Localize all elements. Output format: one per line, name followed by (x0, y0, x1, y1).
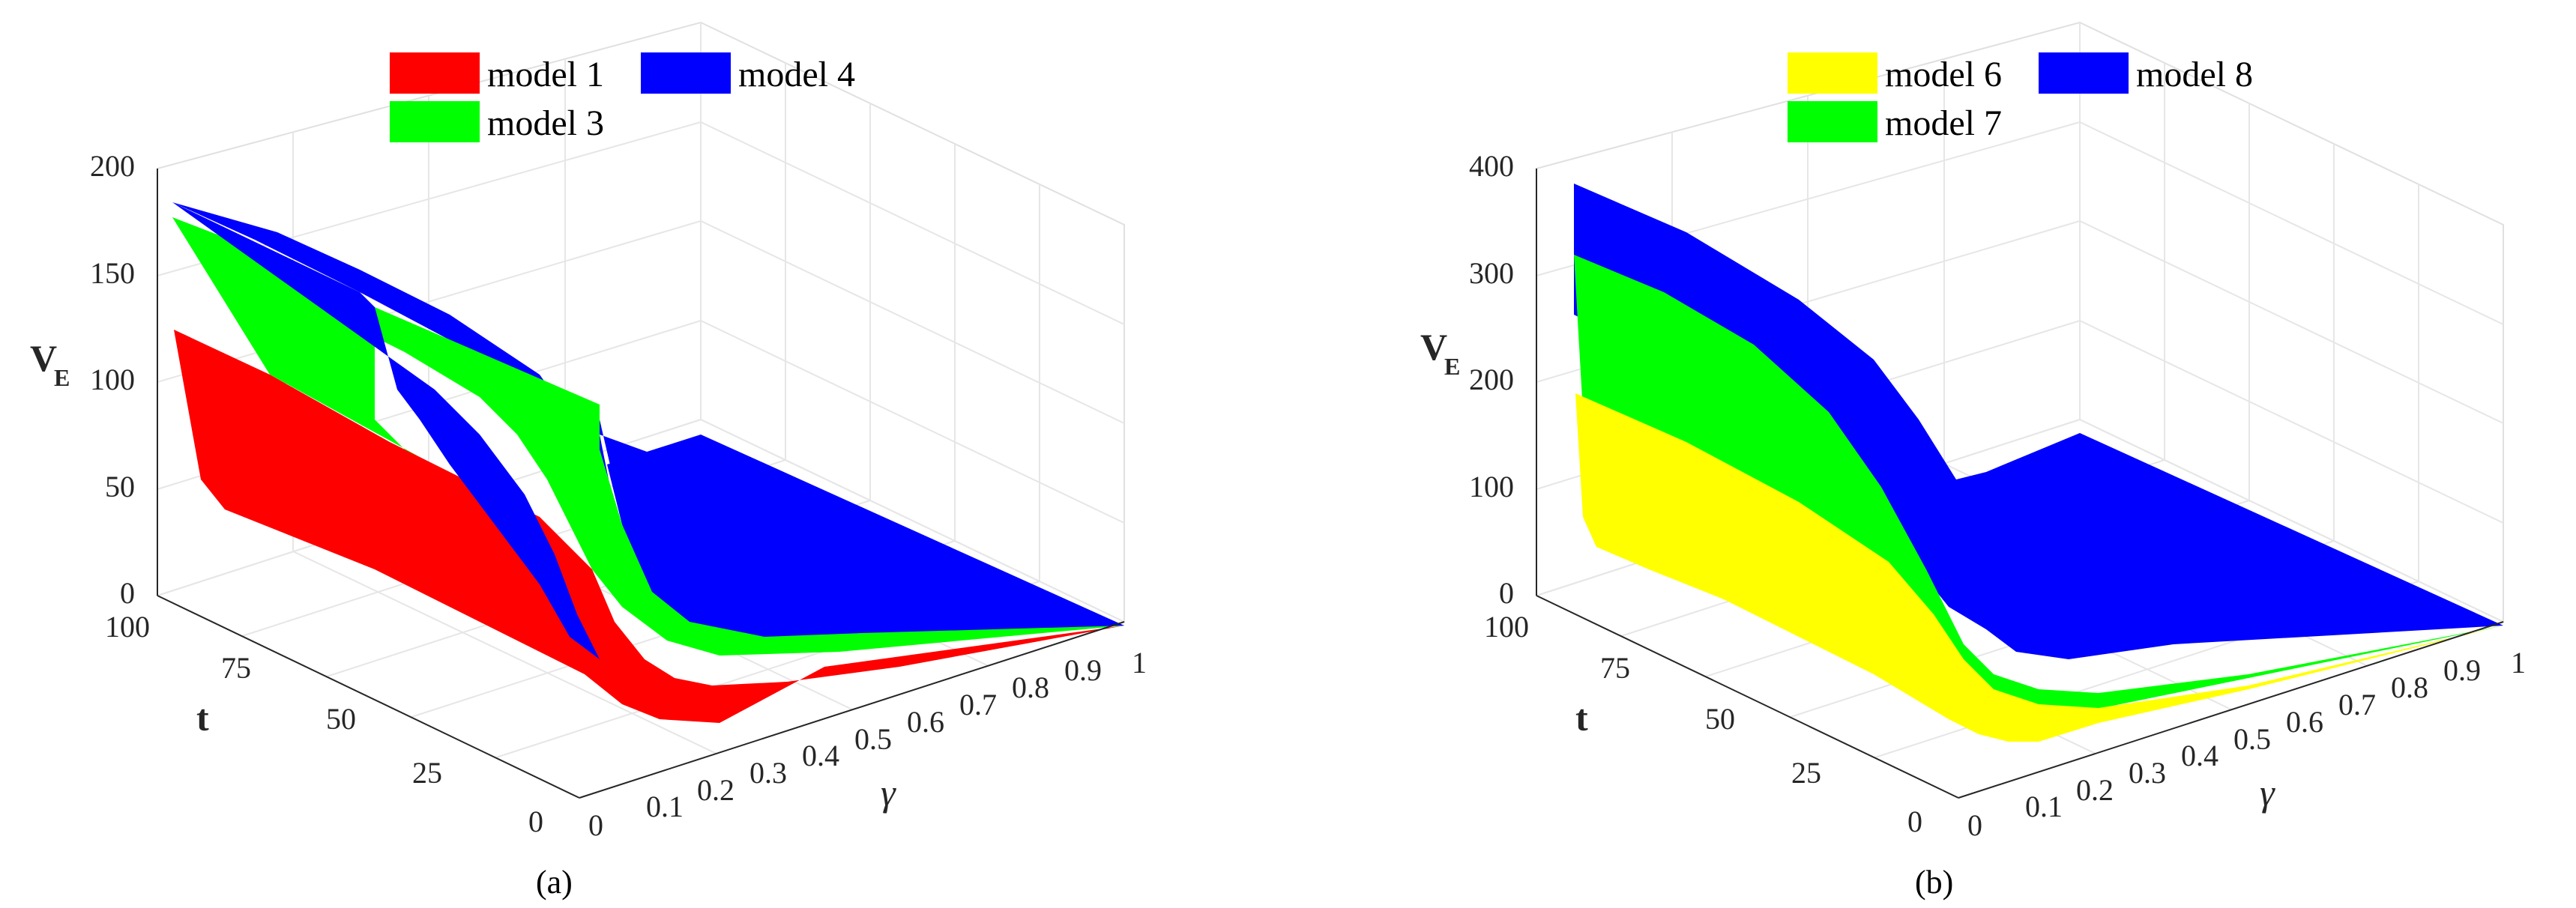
g-tick-label: 0.8 (2391, 671, 2428, 704)
legend-label: model 7 (1885, 103, 2002, 143)
g-tick-label: 0.3 (2129, 756, 2166, 790)
z-tick-label: 100 (90, 363, 135, 396)
legend-swatch (390, 52, 480, 94)
panel-a-t-ticks: 100 75 50 25 0 (105, 610, 543, 838)
g-tick-label: 0.4 (802, 739, 839, 772)
g-tick-label: 0 (1967, 808, 1982, 842)
t-tick-label: 75 (1600, 651, 1630, 685)
surface-model-3-back (172, 217, 420, 457)
z-axis-label-sub: E (1444, 353, 1460, 380)
legend-a: model 1 model 4 model 3 (390, 52, 855, 143)
surface-model-6 (1575, 393, 2503, 742)
g-tick-label: 0.9 (1064, 653, 1102, 687)
t-tick-label: 50 (326, 702, 356, 736)
g-tick-label: 0.5 (2233, 722, 2271, 756)
surface-model-8 (1574, 184, 2503, 659)
surface-model-4 (172, 202, 1124, 644)
legend-swatch (1788, 52, 1877, 94)
surface-model-3 (172, 217, 1124, 656)
z-tick-label: 200 (1469, 363, 1514, 396)
legend-swatch (390, 101, 480, 142)
t-tick-label: 75 (221, 651, 251, 685)
t-axis-label: t (1575, 697, 1588, 739)
panel-a-g-ticks: 0 0.1 0.2 0.3 0.4 0.5 0.6 0.7 0.8 0.9 1 (588, 646, 1147, 842)
t-tick-label: 0 (1907, 805, 1922, 838)
g-tick-label: 0.5 (854, 722, 892, 756)
z-tick-label: 300 (1469, 256, 1514, 290)
g-tick-label: 1 (1132, 646, 1147, 680)
legend-label: model 4 (738, 55, 855, 94)
panel-b-surfaces (1574, 184, 2503, 742)
panel-b: 0 100 200 300 400 100 75 50 25 0 0 0.1 0… (1420, 21, 2526, 901)
panel-b-axes (1536, 169, 2504, 799)
z-tick-label: 150 (90, 256, 135, 290)
z-axis-label: V (1420, 326, 1447, 368)
z-tick-label: 0 (1499, 576, 1514, 610)
panel-a-axes (157, 169, 1125, 799)
g-tick-label: 0.8 (1012, 671, 1049, 704)
t-tick-label: 25 (1791, 756, 1821, 790)
z-tick-label: 400 (1469, 149, 1514, 183)
caption-b: (b) (1915, 864, 1953, 901)
caption-a: (a) (536, 864, 573, 901)
z-axis-label: V (30, 337, 57, 379)
t-tick-label: 100 (1484, 610, 1529, 644)
t-tick-label: 25 (412, 756, 442, 790)
g-tick-label: 0.7 (959, 688, 997, 721)
g-tick-label: 0.4 (2181, 739, 2218, 772)
g-tick-label: 0.9 (2443, 653, 2481, 687)
legend-swatch (641, 52, 731, 94)
g-tick-label: 1 (2511, 646, 2526, 680)
g-tick-label: 0.6 (2286, 705, 2323, 739)
legend-label: model 8 (2136, 55, 2253, 94)
g-tick-label: 0.3 (749, 756, 787, 790)
g-tick-label: 0 (588, 808, 603, 842)
gamma-axis-label: γ (881, 772, 896, 814)
legend-label: model 1 (487, 55, 604, 94)
legend-swatch (1788, 101, 1877, 142)
panel-b-g-ticks: 0 0.1 0.2 0.3 0.4 0.5 0.6 0.7 0.8 0.9 1 (1967, 646, 2526, 842)
t-tick-label: 0 (528, 805, 543, 838)
z-tick-label: 50 (105, 470, 135, 503)
panel-a-z-ticks: 0 50 100 150 200 (90, 149, 135, 610)
z-tick-label: 200 (90, 149, 135, 183)
g-tick-label: 0.6 (907, 705, 944, 739)
g-tick-label: 0.1 (2025, 790, 2063, 823)
surface-model-4-flat (607, 435, 1124, 648)
legend-label: model 3 (487, 103, 604, 143)
panel-b-z-ticks: 0 100 200 300 400 (1469, 149, 1514, 610)
t-tick-label: 100 (105, 610, 150, 644)
panel-a-surfaces (172, 202, 1124, 723)
t-tick-label: 50 (1705, 702, 1735, 736)
gamma-axis-label: γ (2260, 772, 2275, 814)
legend-swatch (2039, 52, 2129, 94)
surface-model-4-top (172, 202, 600, 659)
z-axis-label-sub: E (54, 364, 70, 391)
z-tick-label: 0 (120, 576, 135, 610)
surface-model-1 (174, 330, 1124, 723)
g-tick-label: 0.7 (2338, 688, 2376, 721)
z-tick-label: 100 (1469, 470, 1514, 503)
t-axis-label: t (196, 697, 209, 739)
panel-b-t-ticks: 100 75 50 25 0 (1484, 610, 1922, 838)
legend-label: model 6 (1885, 55, 2002, 94)
g-tick-label: 0.2 (2076, 773, 2114, 807)
g-tick-label: 0.1 (646, 790, 684, 823)
legend-b: model 6 model 8 model 7 (1788, 52, 2253, 143)
panel-a: 0 50 100 150 200 100 75 50 25 0 0 0.1 0.… (30, 21, 1147, 901)
g-tick-label: 0.2 (697, 773, 735, 807)
